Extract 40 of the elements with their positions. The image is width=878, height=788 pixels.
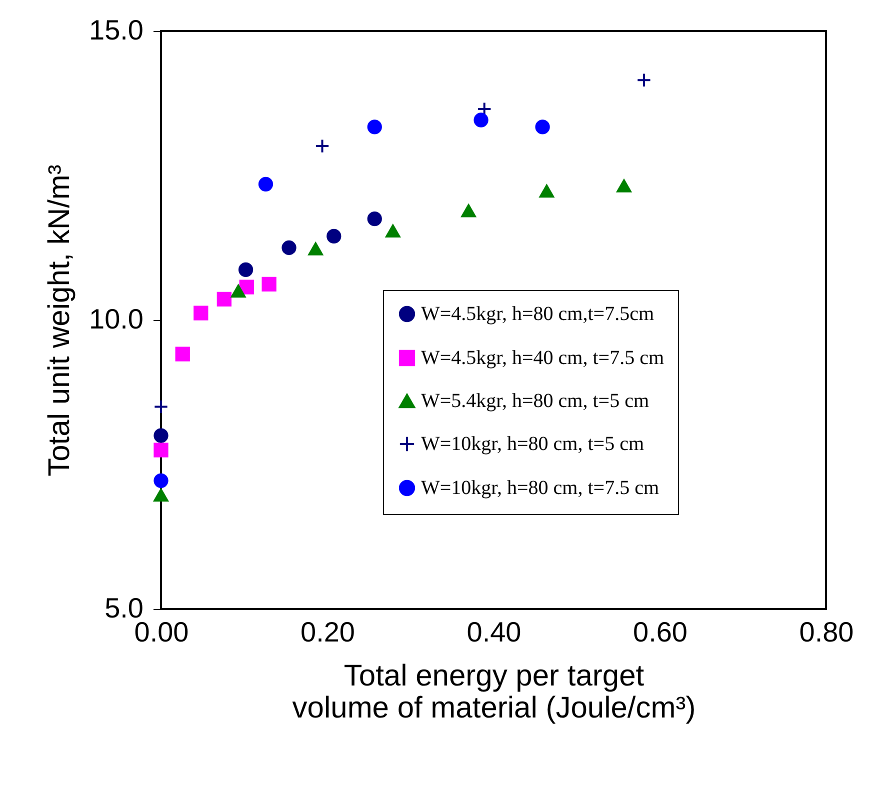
point <box>461 204 476 218</box>
point <box>154 473 168 488</box>
point <box>154 442 168 458</box>
point <box>308 242 323 256</box>
legend-label: W=4.5kgr, h=40 cm, t=7.5 cm <box>421 347 664 369</box>
point <box>539 184 554 198</box>
point <box>282 240 296 256</box>
point <box>314 138 330 154</box>
y-tick-label: 15.0 <box>89 14 144 46</box>
point <box>154 428 168 443</box>
point <box>154 488 168 502</box>
point <box>636 72 652 88</box>
point <box>175 346 190 362</box>
point <box>194 306 208 320</box>
y-axis-title: Total unit weight, kN/m³ <box>43 164 76 476</box>
point <box>239 280 254 294</box>
point <box>474 112 488 128</box>
legend-label: W=4.5kgr, h=80 cm,t=7.5cm <box>421 303 654 325</box>
point <box>216 292 232 307</box>
point <box>230 284 246 298</box>
point <box>238 262 254 278</box>
legend-label: W=10kgr, h=80 cm, t=5 cm <box>421 433 644 455</box>
y-tick-label: 10.0 <box>89 304 144 334</box>
x-tick-label: 0.20 <box>300 616 355 648</box>
point <box>535 120 550 134</box>
legend-label: W=10kgr, h=80 cm, t=7.5 cm <box>421 477 660 499</box>
point <box>386 224 400 238</box>
point <box>367 212 382 226</box>
x-axis-title: Total energy per target volume of material (Joule/cm³) <box>292 660 696 724</box>
point <box>367 120 382 134</box>
point <box>154 399 168 414</box>
point <box>477 102 492 116</box>
point <box>616 179 632 192</box>
x-tick-label: 0.60 <box>633 616 688 648</box>
x-tick-label: 0.80 <box>799 616 854 648</box>
legend-label: W=5.4kgr, h=80 cm, t=5 cm <box>421 390 650 412</box>
x-tick-label: 0.40 <box>466 616 522 648</box>
point <box>326 228 342 244</box>
point <box>262 276 276 292</box>
point <box>258 176 274 192</box>
